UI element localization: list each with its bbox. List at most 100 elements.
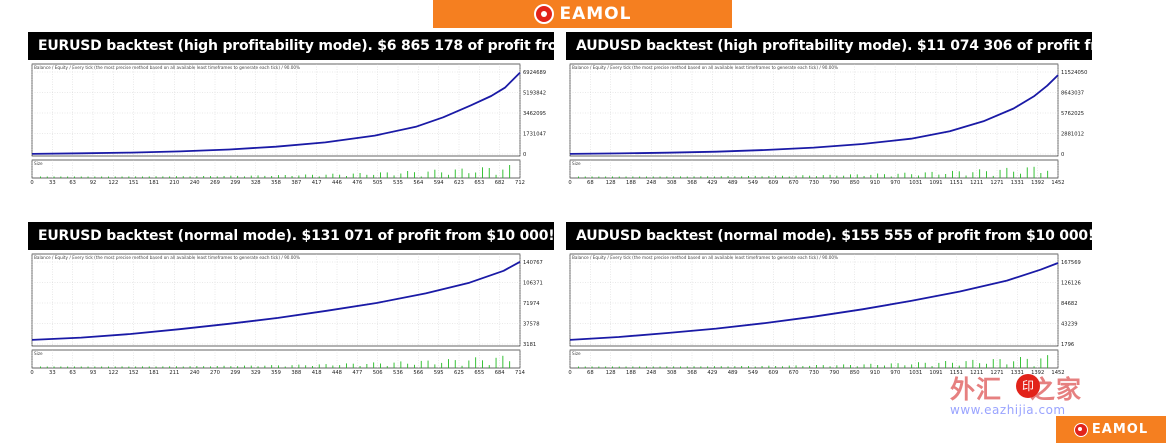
volume-bar bbox=[318, 176, 320, 178]
volume-bar bbox=[162, 366, 164, 368]
volume-bar bbox=[897, 363, 899, 368]
volume-bar bbox=[612, 366, 613, 368]
y-tick-label: 1731047 bbox=[523, 132, 546, 138]
volume-bar bbox=[618, 176, 620, 178]
y-tick-label: 84682 bbox=[1061, 301, 1078, 307]
volume-bar bbox=[278, 175, 279, 178]
volume-bar bbox=[918, 362, 919, 368]
x-tick-label: 850 bbox=[850, 180, 860, 186]
volume-bar bbox=[863, 176, 865, 178]
volume-bar bbox=[673, 366, 675, 368]
y-tick-label: 5762025 bbox=[1061, 111, 1084, 117]
x-tick-label: 1091 bbox=[929, 370, 942, 376]
volume-bar bbox=[1020, 173, 1021, 178]
volume-bar bbox=[686, 176, 688, 178]
volume-bar bbox=[278, 365, 279, 368]
volume-bar bbox=[1013, 361, 1015, 368]
volume-bar bbox=[216, 176, 218, 178]
x-tick-label: 328 bbox=[251, 180, 261, 186]
volume-bar bbox=[135, 176, 137, 178]
x-tick-label: 240 bbox=[190, 370, 200, 376]
volume-bar bbox=[482, 167, 483, 178]
volume-bar bbox=[155, 366, 157, 368]
x-tick-label: 505 bbox=[373, 180, 383, 186]
volume-bar bbox=[74, 176, 75, 178]
x-tick-label: 684 bbox=[495, 370, 506, 376]
x-tick-label: 566 bbox=[413, 370, 423, 376]
volume-bar bbox=[155, 176, 157, 178]
volume-bar bbox=[142, 176, 143, 178]
chart-panel-audusd-high: AUDUSD backtest (high profitability mode… bbox=[566, 32, 1092, 187]
top-brand-banner: EAMOL bbox=[433, 0, 732, 28]
volume-bar bbox=[768, 365, 770, 368]
y-tick-label: 71974 bbox=[523, 301, 540, 307]
volume-bar bbox=[325, 174, 327, 178]
volume-bar bbox=[965, 361, 967, 368]
volume-bar bbox=[291, 176, 293, 178]
x-tick-label: 417 bbox=[312, 180, 322, 186]
volume-bar bbox=[176, 176, 177, 178]
volume-bar bbox=[108, 366, 109, 368]
volume-bar bbox=[386, 172, 388, 178]
volume-bar bbox=[632, 176, 634, 178]
volume-bar bbox=[877, 365, 879, 368]
x-tick-label: 1271 bbox=[990, 370, 1003, 376]
x-tick-label: 970 bbox=[890, 370, 900, 376]
x-tick-label: 240 bbox=[190, 180, 200, 186]
y-tick-label: 2881012 bbox=[1061, 132, 1084, 138]
volume-bar bbox=[448, 174, 449, 178]
x-tick-label: 188 bbox=[626, 370, 636, 376]
y-tick-label: 3462095 bbox=[523, 111, 546, 117]
volume-bar bbox=[850, 174, 851, 178]
volume-bar bbox=[67, 366, 69, 368]
volume-bar bbox=[788, 176, 790, 178]
x-tick-label: 248 bbox=[646, 370, 656, 376]
volume-bar bbox=[768, 176, 770, 178]
backtest-chart: Balance / Equity / Every tick (the most … bbox=[566, 60, 1092, 187]
y-tick-label: 8643037 bbox=[1061, 91, 1084, 97]
volume-bar bbox=[612, 176, 613, 178]
x-tick-label: 623 bbox=[454, 180, 464, 186]
volume-bar bbox=[720, 366, 722, 368]
volume-bar bbox=[890, 176, 892, 178]
x-tick-label: 93 bbox=[90, 370, 97, 376]
volume-bar bbox=[795, 175, 797, 178]
volume-bar bbox=[346, 363, 347, 368]
volume-bar bbox=[67, 176, 69, 178]
volume-bar bbox=[53, 176, 55, 178]
x-tick-label: 655 bbox=[474, 370, 484, 376]
volume-bar bbox=[809, 175, 811, 178]
volume-bar bbox=[441, 172, 443, 178]
eamol-logo-icon bbox=[533, 4, 554, 24]
x-tick-label: 33 bbox=[49, 180, 56, 186]
x-tick-label: 181 bbox=[149, 370, 159, 376]
volume-bar bbox=[454, 360, 456, 368]
volume-bar bbox=[502, 355, 504, 368]
x-tick-label: 910 bbox=[870, 370, 880, 376]
volume-bar bbox=[945, 361, 947, 368]
volume-bar bbox=[1040, 358, 1042, 368]
volume-bar bbox=[802, 175, 804, 178]
series-line-balance bbox=[569, 74, 1059, 155]
volume-bar bbox=[339, 174, 341, 178]
volume-bar bbox=[754, 366, 756, 368]
x-tick-label: 536 bbox=[393, 370, 403, 376]
volume-bar bbox=[1006, 167, 1008, 178]
volume-bar bbox=[945, 174, 947, 178]
volume-bar bbox=[40, 366, 41, 368]
volume-bar bbox=[952, 170, 953, 178]
volume-bar bbox=[196, 176, 198, 178]
volume-bar bbox=[999, 169, 1001, 178]
y-tick-label: 167569 bbox=[1061, 260, 1081, 266]
volume-bar bbox=[931, 366, 933, 368]
volume-bar bbox=[461, 365, 463, 368]
volume-bar bbox=[965, 175, 967, 178]
footer-brand-name: EAMOL bbox=[1091, 422, 1149, 437]
volume-bar bbox=[380, 363, 381, 368]
chart-legend: Balance / Equity / Every tick (the most … bbox=[572, 65, 838, 70]
chart-title: AUDUSD backtest (high profitability mode… bbox=[566, 32, 1092, 60]
y-tick-label: 37578 bbox=[523, 322, 540, 328]
volume-bar bbox=[244, 176, 245, 178]
x-tick-label: 429 bbox=[707, 180, 717, 186]
x-tick-label: 92 bbox=[90, 180, 97, 186]
